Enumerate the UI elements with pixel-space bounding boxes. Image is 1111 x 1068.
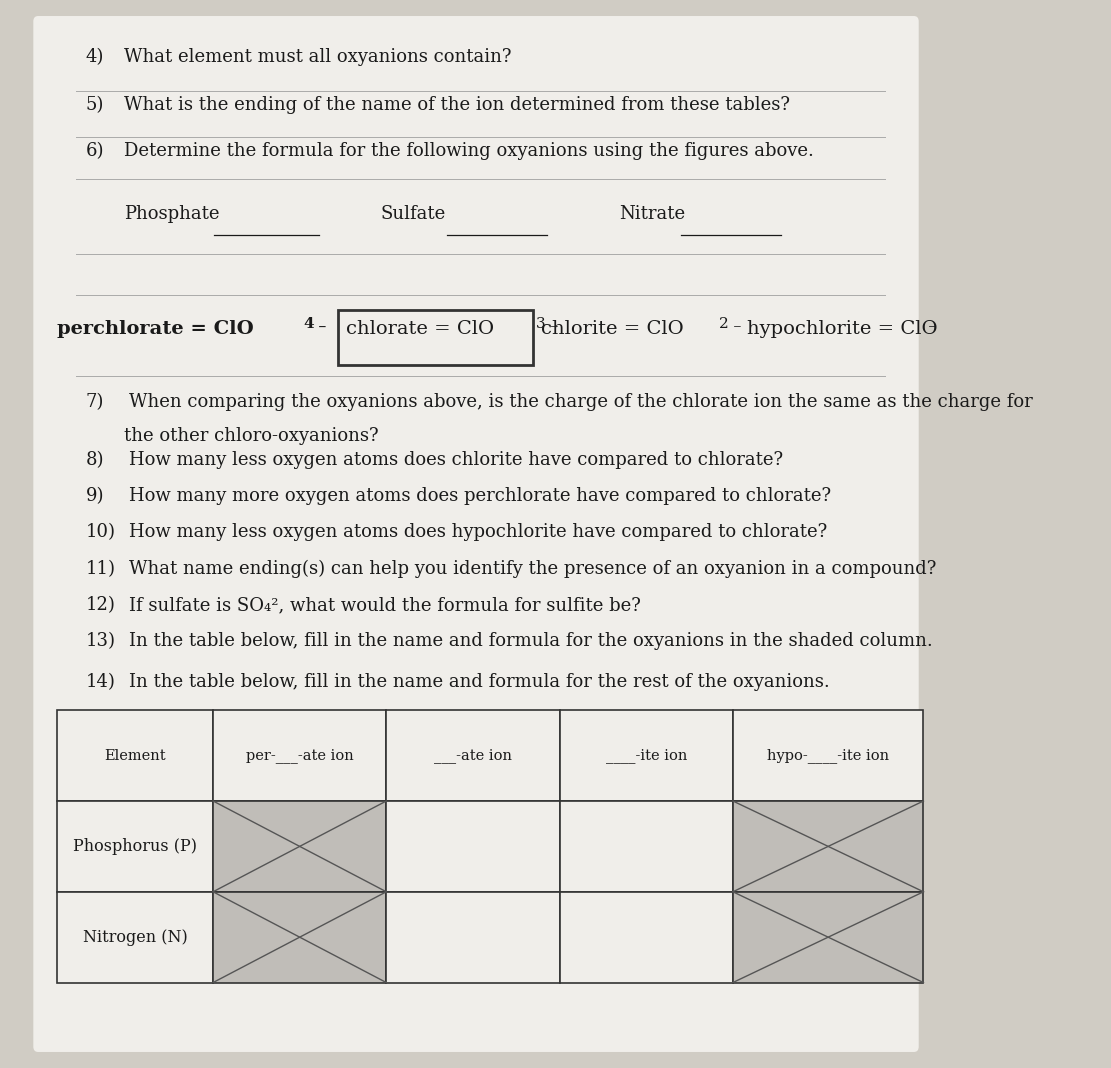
Text: the other chloro-oxyanions?: the other chloro-oxyanions? — [123, 427, 379, 445]
Text: Determine the formula for the following oxyanions using the figures above.: Determine the formula for the following … — [123, 142, 813, 160]
Text: Phosphate: Phosphate — [123, 205, 219, 223]
Text: 2: 2 — [719, 317, 729, 331]
Bar — [57, 710, 213, 801]
Text: When comparing the oxyanions above, is the charge of the chlorate ion the same a: When comparing the oxyanions above, is t… — [129, 393, 1032, 411]
Bar — [560, 801, 733, 892]
Text: ⁻: ⁻ — [318, 323, 327, 340]
FancyBboxPatch shape — [33, 16, 919, 1052]
Text: How many less oxygen atoms does hypochlorite have compared to chlorate?: How many less oxygen atoms does hypochlo… — [129, 523, 827, 541]
Text: chlorate = ClO: chlorate = ClO — [346, 320, 493, 339]
Text: 14): 14) — [86, 673, 116, 691]
Bar — [213, 710, 387, 801]
Bar — [560, 710, 733, 801]
Bar — [213, 892, 387, 983]
Text: 10): 10) — [86, 523, 116, 541]
Bar — [387, 710, 560, 801]
Text: In the table below, fill in the name and formula for the rest of the oxyanions.: In the table below, fill in the name and… — [129, 673, 829, 691]
Text: 7): 7) — [86, 393, 104, 411]
Text: chlorite = ClO: chlorite = ClO — [541, 320, 683, 339]
Text: ⁻: ⁻ — [733, 323, 742, 340]
Text: How many less oxygen atoms does chlorite have compared to chlorate?: How many less oxygen atoms does chlorite… — [129, 451, 782, 469]
Bar — [560, 892, 733, 983]
Text: 5): 5) — [86, 96, 104, 114]
Text: hypochlorite = ClO: hypochlorite = ClO — [748, 320, 938, 339]
Bar — [387, 801, 560, 892]
Text: In the table below, fill in the name and formula for the oxyanions in the shaded: In the table below, fill in the name and… — [129, 632, 932, 650]
Text: Phosphorus (P): Phosphorus (P) — [73, 838, 197, 854]
Bar — [733, 892, 923, 983]
Bar — [213, 801, 387, 892]
Text: How many more oxygen atoms does perchlorate have compared to chlorate?: How many more oxygen atoms does perchlor… — [129, 487, 831, 505]
Text: Sulfate: Sulfate — [381, 205, 446, 223]
Text: What element must all oxyanions contain?: What element must all oxyanions contain? — [123, 48, 511, 66]
Text: perchlorate = ClO: perchlorate = ClO — [57, 320, 254, 339]
Text: 11): 11) — [86, 560, 116, 578]
Text: ⁻: ⁻ — [550, 323, 559, 340]
Text: 4: 4 — [303, 317, 314, 331]
Text: 8): 8) — [86, 451, 104, 469]
Bar — [733, 710, 923, 801]
Text: ⁻: ⁻ — [928, 323, 937, 340]
Text: If sulfate is SO₄², what would the formula for sulfite be?: If sulfate is SO₄², what would the formu… — [129, 596, 640, 614]
Bar — [338, 310, 533, 365]
Text: Element: Element — [104, 749, 166, 763]
Text: 12): 12) — [86, 596, 116, 614]
Text: 4): 4) — [86, 48, 104, 66]
Bar — [57, 801, 213, 892]
Text: 3: 3 — [536, 317, 546, 331]
Bar — [733, 801, 923, 892]
Bar — [387, 892, 560, 983]
Text: Nitrogen (N): Nitrogen (N) — [82, 929, 188, 945]
Text: ____-ite ion: ____-ite ion — [605, 749, 687, 763]
Text: What name ending(s) can help you identify the presence of an oxyanion in a compo: What name ending(s) can help you identif… — [129, 560, 935, 578]
Text: per-___-ate ion: per-___-ate ion — [246, 749, 353, 763]
Bar — [57, 892, 213, 983]
Text: What is the ending of the name of the ion determined from these tables?: What is the ending of the name of the io… — [123, 96, 790, 114]
Text: ___-ate ion: ___-ate ion — [434, 749, 512, 763]
Text: 13): 13) — [86, 632, 116, 650]
Text: hypo-____-ite ion: hypo-____-ite ion — [767, 749, 889, 763]
Text: 6): 6) — [86, 142, 104, 160]
Text: Nitrate: Nitrate — [619, 205, 685, 223]
Text: 9): 9) — [86, 487, 104, 505]
